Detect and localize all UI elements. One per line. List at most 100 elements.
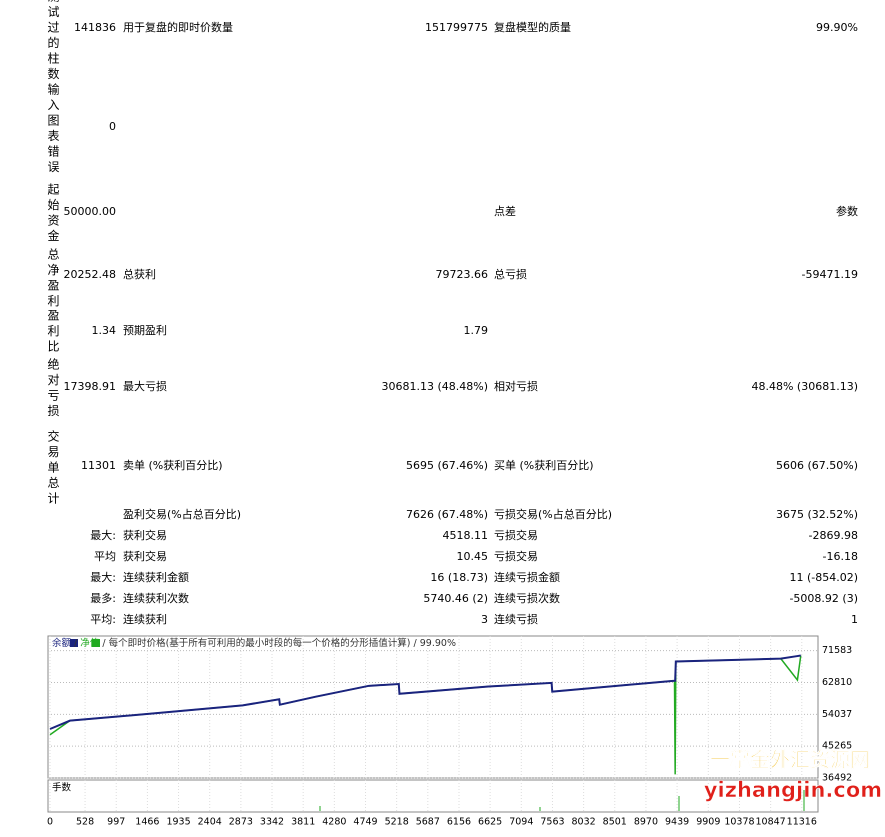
field-name: 盈利交易(%占总百分比) bbox=[123, 508, 242, 521]
lots-pane bbox=[47, 779, 819, 813]
field-name: 最大亏损 bbox=[123, 380, 167, 393]
field-name: 点差 bbox=[494, 205, 516, 218]
x-tick-label: 2404 bbox=[198, 817, 222, 828]
field-value: 3 bbox=[481, 613, 488, 626]
field-name: 获利交易 bbox=[123, 529, 167, 542]
field-value: 79723.66 bbox=[435, 268, 489, 281]
field-name: 获利交易 bbox=[123, 550, 167, 563]
x-tick-label: 8032 bbox=[572, 817, 596, 828]
field-name: 相对亏损 bbox=[494, 380, 538, 393]
field-value: 10.45 bbox=[456, 550, 489, 563]
row-label: 总净盈利 bbox=[46, 248, 60, 310]
stat-prefix: 最多: bbox=[90, 592, 116, 605]
field-value: -2869.98 bbox=[808, 529, 858, 542]
row-value: 11301 bbox=[81, 459, 116, 472]
x-tick-label: 0 bbox=[47, 817, 53, 828]
y-tick-label: 62810 bbox=[822, 677, 852, 688]
stat-prefix: 最大: bbox=[90, 529, 116, 542]
field-value: 5695 (67.46%) bbox=[405, 459, 488, 472]
header-part: 99.90% bbox=[420, 638, 456, 649]
field-name: 亏损交易 bbox=[494, 550, 538, 563]
header-part: / bbox=[102, 638, 106, 649]
field-value: 3675 (32.52%) bbox=[775, 508, 858, 521]
header-part: 余额 bbox=[52, 637, 72, 649]
x-tick-label: 4749 bbox=[353, 817, 377, 828]
x-tick-label: 997 bbox=[107, 817, 125, 828]
series-line bbox=[49, 654, 801, 730]
field-value: 99.90% bbox=[816, 21, 858, 34]
chart-header: 余额 / 净值 / 每个即时价格(基于所有可利用的最小时段的每一个价格的分形插值… bbox=[52, 637, 456, 649]
x-tick-label: 8501 bbox=[603, 817, 627, 828]
x-tick-label: 7563 bbox=[540, 817, 564, 828]
row-label: 起始资金 bbox=[46, 183, 60, 245]
field-value: 4518.11 bbox=[442, 529, 489, 542]
equity-icon bbox=[92, 639, 100, 647]
x-tick-label: 5687 bbox=[416, 817, 440, 828]
lots-label: 手数 bbox=[52, 782, 72, 794]
x-tick-label: 3342 bbox=[260, 817, 284, 828]
field-name: 连续获利 bbox=[123, 613, 167, 626]
row-label: 输入图表错误 bbox=[46, 83, 60, 176]
x-tick-label: 9909 bbox=[696, 817, 720, 828]
row-value: 17398.91 bbox=[63, 380, 117, 393]
field-value: -16.18 bbox=[822, 550, 858, 563]
x-tick-label: 11316 bbox=[787, 817, 817, 828]
watermark-title: 一掌金外汇资源网 bbox=[710, 748, 870, 772]
y-tick-label: 36492 bbox=[822, 773, 852, 784]
row-label: 交易单总计 bbox=[46, 430, 60, 508]
field-name: 买单 (%获利百分比) bbox=[494, 459, 594, 472]
field-name: 连续获利金额 bbox=[123, 571, 189, 584]
x-tick-label: 4280 bbox=[322, 817, 346, 828]
field-value: 16 (18.73) bbox=[430, 571, 488, 584]
x-tick-label: 2873 bbox=[229, 817, 253, 828]
field-name: 总亏损 bbox=[494, 268, 527, 281]
row-label: 盈利比 bbox=[46, 309, 60, 356]
x-tick-label: 10378 bbox=[724, 817, 754, 828]
lots-bars bbox=[319, 790, 805, 811]
field-name: 预期盈利 bbox=[123, 324, 167, 337]
field-name: 亏损交易(%占总百分比) bbox=[494, 508, 613, 521]
field-value: 5606 (67.50%) bbox=[775, 459, 858, 472]
x-tick-label: 6625 bbox=[478, 817, 502, 828]
x-tick-label: 1466 bbox=[135, 817, 159, 828]
field-name: 连续亏损次数 bbox=[494, 592, 560, 605]
y-tick-label: 71583 bbox=[822, 645, 852, 656]
header-part: / bbox=[414, 638, 418, 649]
stat-prefix: 平均: bbox=[90, 613, 116, 626]
field-name: 连续获利次数 bbox=[123, 592, 189, 605]
x-tick-label: 1935 bbox=[166, 817, 190, 828]
row-value: 50000.00 bbox=[63, 205, 117, 218]
row-value: 1.34 bbox=[91, 324, 117, 337]
field-value: 11 (-854.02) bbox=[789, 571, 858, 584]
row-label: 绝对亏损 bbox=[46, 358, 60, 420]
field-value: 5740.46 (2) bbox=[423, 592, 488, 605]
field-value: 参数 bbox=[836, 205, 858, 218]
field-value: -59471.19 bbox=[801, 268, 858, 281]
x-tick-label: 5218 bbox=[385, 817, 409, 828]
x-tick-label: 10847 bbox=[756, 817, 786, 828]
x-tick-label: 6156 bbox=[447, 817, 471, 828]
watermark-url: yizhangjin.com bbox=[704, 778, 882, 802]
header-part: 每个即时价格(基于所有可利用的最小时段的每一个价格的分形插值计算) bbox=[109, 637, 411, 649]
row-label: 测试过的柱数 bbox=[46, 0, 60, 83]
y-tick-label: 54037 bbox=[822, 709, 852, 720]
field-name: 用于复盘的即时价数量 bbox=[123, 21, 233, 34]
x-tick-label: 9439 bbox=[665, 817, 689, 828]
row-value: 0 bbox=[109, 120, 116, 133]
field-value: 1 bbox=[851, 613, 858, 626]
balance-icon bbox=[70, 639, 78, 647]
row-value: 20252.48 bbox=[63, 268, 117, 281]
field-name: 总获利 bbox=[123, 268, 156, 281]
stat-prefix: 平均 bbox=[94, 550, 116, 563]
field-value: 151799775 bbox=[425, 21, 488, 34]
x-tick-label: 7094 bbox=[509, 817, 533, 828]
row-value: 141836 bbox=[74, 21, 116, 34]
stat-prefix: 最大: bbox=[90, 571, 116, 584]
header-part: / bbox=[74, 638, 78, 649]
x-tick-label: 528 bbox=[76, 817, 94, 828]
header-part: 净值 bbox=[80, 637, 100, 649]
x-tick-label: 8970 bbox=[634, 817, 658, 828]
field-name: 卖单 (%获利百分比) bbox=[123, 459, 223, 472]
